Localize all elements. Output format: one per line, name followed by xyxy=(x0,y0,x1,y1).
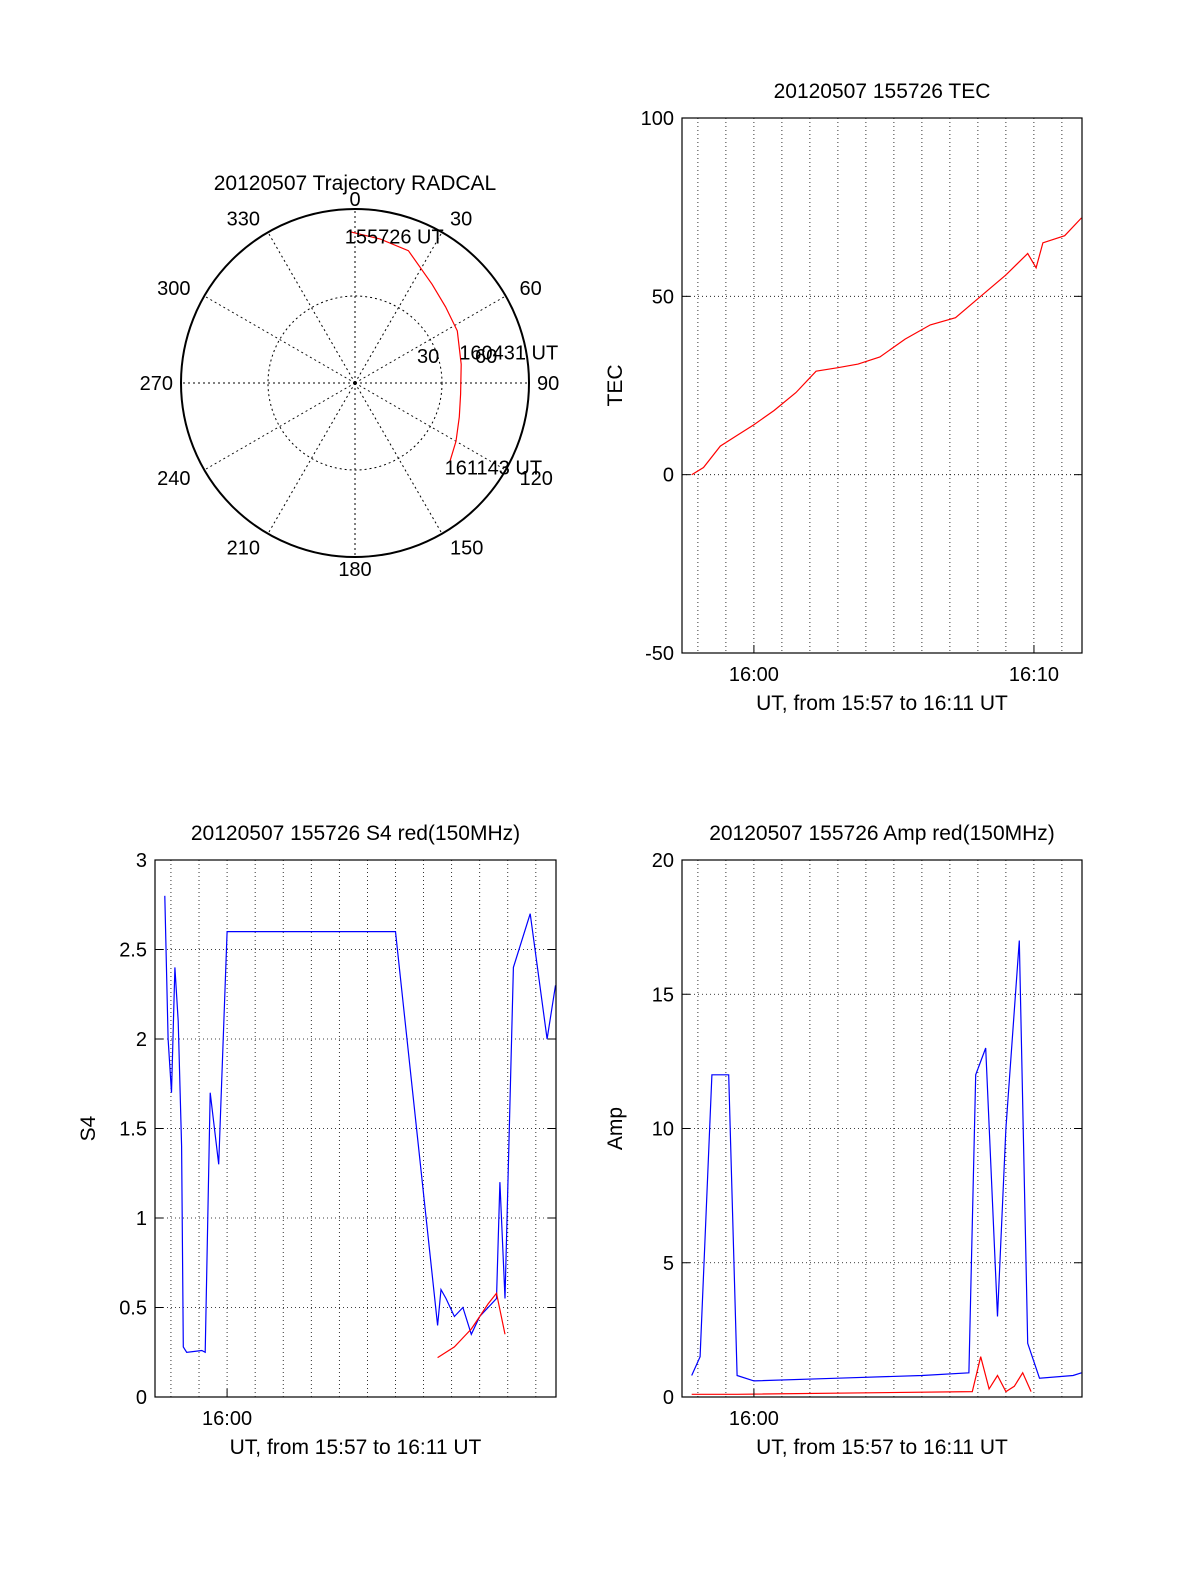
trajectory-time-label: 155726 UT xyxy=(345,227,444,249)
y-tick-label: 100 xyxy=(641,108,674,130)
polar-azimuth-tick-label: 0 xyxy=(349,189,360,211)
x-tick-label: 16:00 xyxy=(729,1408,779,1430)
polar-azimuth-tick-label: 30 xyxy=(450,208,472,230)
series-line-1 xyxy=(691,1356,1032,1395)
y-axis-label: TEC xyxy=(604,365,627,407)
polar-ring-label: 60 xyxy=(475,346,497,368)
y-tick-label: 20 xyxy=(652,850,674,872)
chart-title: 20120507 155726 Amp red(150MHz) xyxy=(709,822,1055,845)
y-tick-label: -50 xyxy=(645,643,674,665)
x-axis-label: UT, from 15:57 to 16:11 UT xyxy=(230,1436,482,1459)
tec-chart: 20120507 155726 TEC -50 0 50 100 16:00 16:10UT… xyxy=(604,80,1083,715)
y-tick-label: 50 xyxy=(652,286,674,308)
plot-frame xyxy=(681,117,1083,654)
y-axis-label: Amp xyxy=(604,1107,627,1150)
trajectory-line xyxy=(349,231,462,463)
polar-azimuth-tick-label: 300 xyxy=(157,278,190,300)
x-axis-label: UT, from 15:57 to 16:11 UT xyxy=(756,1436,1008,1459)
y-tick-label: 15 xyxy=(652,984,674,1006)
polar-azimuth-tick-label: 180 xyxy=(338,559,371,581)
x-tick-label: 16:00 xyxy=(729,664,779,686)
chart-grid xyxy=(155,860,556,1397)
polar-spoke xyxy=(354,382,443,534)
polar-azimuth-tick-label: 240 xyxy=(157,468,190,490)
y-tick-label: 5 xyxy=(663,1253,674,1275)
polar-spoke xyxy=(354,232,443,384)
polar-azimuth-tick-label: 150 xyxy=(450,538,483,560)
x-tick-label: 16:10 xyxy=(1009,664,1059,686)
amp-chart: 20120507 155726 Amp red(150MHz) 0 5 10 15 20 1… xyxy=(604,822,1083,1459)
y-tick-label: 2.5 xyxy=(119,940,147,962)
polar-spoke xyxy=(354,382,506,471)
polar-azimuth-tick-label: 60 xyxy=(520,278,542,300)
x-axis-label: UT, from 15:57 to 16:11 UT xyxy=(756,692,1008,715)
y-tick-label: 3 xyxy=(136,850,147,872)
y-tick-label: 1.5 xyxy=(119,1119,147,1141)
polar-spoke xyxy=(204,382,356,471)
polar-azimuth-tick-label: 270 xyxy=(140,373,173,395)
y-tick-label: 0.5 xyxy=(119,1298,147,1320)
polar-azimuth-tick-label: 330 xyxy=(227,208,260,230)
trajectory-annotations: 155726 UT 160431 UT 161143 UT xyxy=(345,227,558,480)
y-tick-label: 2 xyxy=(136,1029,147,1051)
polar-ring-labels: 30 60 xyxy=(417,346,497,368)
polar-grid xyxy=(180,208,530,558)
y-tick-label: 10 xyxy=(652,1119,674,1141)
x-tick-label: 16:00 xyxy=(202,1408,252,1430)
trajectory-polar-chart: 20120507 Trajectory RADCAL 0 30 60 90 120 150… xyxy=(140,172,560,581)
chart-grid xyxy=(682,860,1082,1397)
y-tick-label: 0 xyxy=(136,1387,147,1409)
series-line-0 xyxy=(691,940,1082,1382)
y-tick-label: 0 xyxy=(663,1387,674,1409)
polar-spoke xyxy=(354,295,506,384)
y-axis-label: S4 xyxy=(77,1115,100,1141)
series-line-1 xyxy=(437,1291,506,1359)
trajectory-time-label: 161143 UT xyxy=(445,457,542,479)
polar-azimuth-tick-label: 120 xyxy=(520,468,553,490)
polar-azimuth-tick-label: 210 xyxy=(227,538,260,560)
chart-title: 20120507 155726 S4 red(150MHz) xyxy=(191,822,520,845)
chart-grid xyxy=(682,118,1082,653)
s4-chart: 20120507 155726 S4 red(150MHz) 0 0.5 1 1.5 2 2… xyxy=(77,822,557,1459)
polar-outer-circle xyxy=(180,208,530,558)
trajectory-time-label: 160431 UT xyxy=(459,343,558,365)
polar-spoke xyxy=(267,382,356,534)
y-tick-label: 0 xyxy=(663,465,674,487)
chart-title: 20120507 155726 TEC xyxy=(774,80,991,103)
series-line-0 xyxy=(691,217,1082,476)
y-tick-label: 1 xyxy=(136,1208,147,1230)
polar-spoke xyxy=(267,232,356,384)
polar-spoke xyxy=(204,295,356,384)
polar-azimuth-ticks: 0 30 60 90 120 150 180 210 240 270 300 330 xyxy=(140,189,560,581)
polar-azimuth-tick-label: 90 xyxy=(537,373,559,395)
polar-ring-label: 30 xyxy=(417,346,439,368)
polar-chart-title: 20120507 Trajectory RADCAL xyxy=(214,172,497,195)
series-line-0 xyxy=(164,895,557,1354)
